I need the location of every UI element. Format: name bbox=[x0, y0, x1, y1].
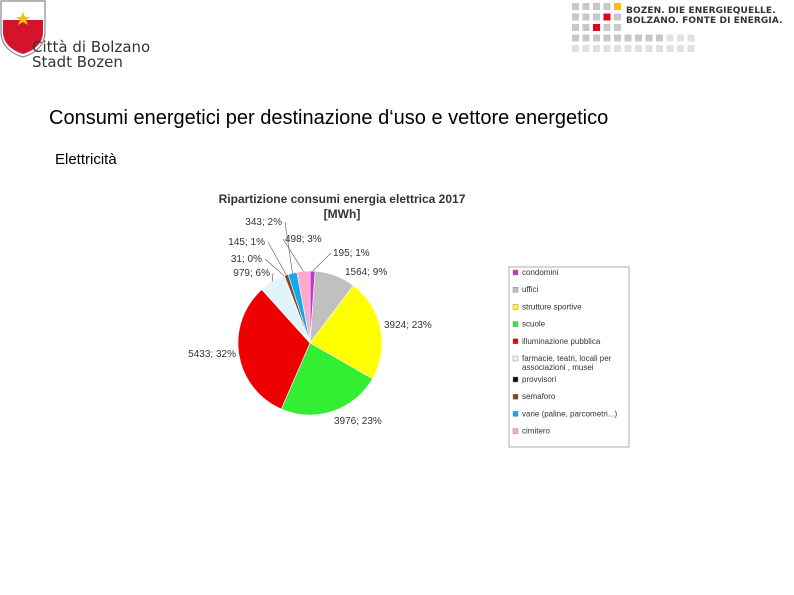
logo-square bbox=[603, 45, 611, 52]
logo-square bbox=[603, 13, 611, 21]
logo-square bbox=[656, 34, 663, 42]
logo-square bbox=[593, 13, 600, 21]
logo-square bbox=[603, 24, 611, 31]
city-name: Città di Bolzano Stadt Bozen bbox=[32, 40, 150, 70]
legend-swatch bbox=[512, 355, 519, 362]
logo-square bbox=[614, 13, 621, 21]
energy-slogan: BOZEN. DIE ENERGIEQUELLE. BOLZANO. FONTE… bbox=[626, 6, 783, 26]
legend-label: condomini bbox=[522, 268, 559, 277]
pie-slices bbox=[237, 270, 383, 416]
logo-square bbox=[635, 34, 642, 42]
data-label: 1564; 9% bbox=[345, 267, 387, 278]
legend-swatch bbox=[512, 321, 519, 327]
logo-square bbox=[624, 45, 632, 52]
logo-square bbox=[582, 34, 590, 42]
label-leader-line bbox=[267, 241, 287, 276]
logo-square bbox=[666, 45, 674, 52]
legend-label: strutture sportive bbox=[522, 302, 582, 311]
pie-slice bbox=[309, 285, 383, 380]
energy-source-logo bbox=[572, 3, 695, 52]
data-labels: 195; 1% 1564; 9% 3924; 23% 3976; 23% 5433; 3… bbox=[188, 217, 432, 427]
city-name-italian: Città di Bolzano bbox=[32, 38, 151, 56]
logo-square bbox=[593, 34, 600, 42]
logo-square bbox=[582, 45, 590, 52]
logo-square bbox=[687, 45, 695, 52]
data-label: 3924; 23% bbox=[384, 320, 432, 331]
data-label: 498; 3% bbox=[285, 234, 322, 245]
logo-square bbox=[687, 34, 695, 42]
legend-label: semaforo bbox=[522, 392, 556, 401]
legend-swatch bbox=[512, 411, 519, 417]
legend-label: varie (paline, parcometri...) bbox=[522, 409, 617, 418]
legend-swatch bbox=[512, 376, 519, 383]
data-label: 3976; 23% bbox=[334, 416, 382, 427]
legend-label: scuole bbox=[522, 320, 546, 329]
logo-square bbox=[614, 45, 621, 52]
legend-label: illuminazione pubblica bbox=[522, 337, 601, 346]
data-label: 343; 2% bbox=[245, 217, 282, 228]
logo-square bbox=[593, 24, 600, 31]
logo-square bbox=[572, 13, 579, 21]
pie-slice bbox=[280, 342, 373, 416]
bolzano-crest-logo bbox=[0, 0, 46, 58]
data-label: 145; 1% bbox=[228, 237, 265, 248]
logo-square bbox=[624, 34, 632, 42]
logo-square bbox=[677, 34, 684, 42]
logo-square bbox=[582, 3, 590, 10]
logo-square bbox=[603, 3, 611, 10]
logo-square bbox=[572, 45, 579, 52]
logo-square bbox=[645, 45, 653, 52]
legend-swatch bbox=[512, 287, 519, 293]
data-label: 5433; 32% bbox=[188, 349, 236, 360]
legend-swatch bbox=[512, 304, 519, 310]
label-leader-line bbox=[282, 238, 304, 272]
legend-label: provvisori bbox=[522, 375, 556, 384]
slide-title: Consumi energetici per destinazione d‘us… bbox=[49, 107, 609, 129]
logo-square bbox=[582, 24, 590, 31]
data-label: 979; 6% bbox=[233, 268, 270, 279]
label-leaders bbox=[264, 221, 332, 282]
logo-square bbox=[614, 24, 621, 31]
chart-title-line1: Ripartizione consumi energia elettrica 2… bbox=[219, 192, 466, 206]
data-label: 31; 0% bbox=[231, 254, 262, 265]
label-leader-line bbox=[312, 252, 332, 272]
logo-square bbox=[645, 34, 653, 42]
legend-swatch bbox=[512, 394, 519, 400]
logo-square bbox=[656, 45, 663, 52]
legend-label: uffici bbox=[522, 285, 539, 294]
logo-square bbox=[593, 3, 600, 10]
pie-slice bbox=[237, 289, 311, 410]
slide-subtitle: Elettricità bbox=[55, 151, 117, 168]
logo-square bbox=[635, 45, 642, 52]
legend-label: associazioni , musei bbox=[522, 363, 594, 372]
star-icon bbox=[16, 12, 30, 25]
legend-swatch bbox=[512, 338, 519, 344]
energy-slogan-german: BOZEN. DIE ENERGIEQUELLE. bbox=[626, 6, 776, 16]
energy-slogan-italian: BOLZANO. FONTE DI ENERGIA. bbox=[626, 16, 783, 26]
legend-label: cimitero bbox=[522, 427, 551, 436]
legend-swatch bbox=[512, 269, 519, 276]
label-leader-line bbox=[271, 272, 274, 282]
logo-square bbox=[582, 13, 590, 21]
legend: condomini uffici strutture sportive scuole i… bbox=[512, 268, 617, 436]
logo-square bbox=[603, 34, 611, 42]
logo-square bbox=[677, 45, 684, 52]
legend-box bbox=[508, 266, 630, 448]
logo-square bbox=[572, 34, 579, 42]
logo-square bbox=[614, 34, 621, 42]
logo-square bbox=[614, 3, 621, 10]
legend-swatch bbox=[512, 428, 519, 434]
data-label: 195; 1% bbox=[333, 248, 370, 259]
city-name-german: Stadt Bozen bbox=[32, 53, 123, 71]
logo-square bbox=[572, 24, 579, 31]
logo-square bbox=[572, 3, 579, 10]
legend-label: farmacie, teatri, locali per bbox=[522, 354, 612, 363]
logo-square bbox=[666, 34, 674, 42]
chart-title-line2: [MWh] bbox=[324, 207, 361, 221]
label-leader-line bbox=[264, 258, 285, 277]
logo-square bbox=[593, 45, 600, 52]
